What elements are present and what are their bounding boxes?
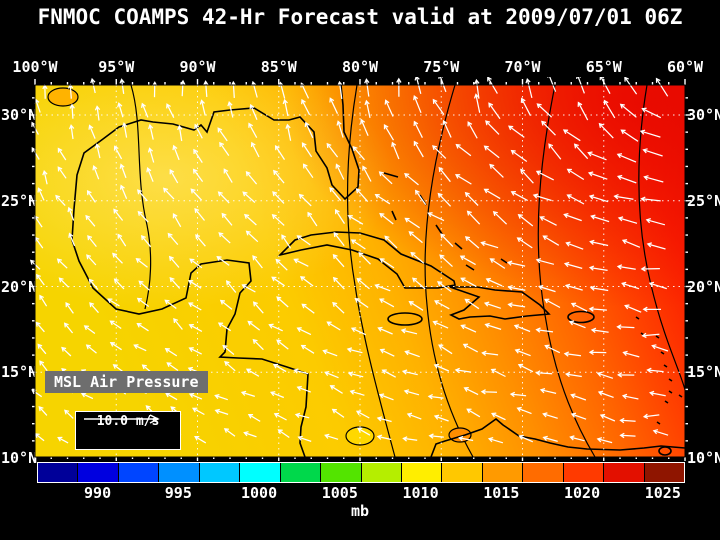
- colorbar-segment: [78, 463, 118, 482]
- map-frame: [34, 84, 686, 458]
- lat-label: 15°N: [1, 363, 38, 382]
- island-puertorico: [567, 310, 595, 324]
- lon-label: 70°W: [504, 58, 541, 76]
- colorbar-tick-label: 1000: [241, 484, 278, 502]
- lon-label: 80°W: [341, 58, 379, 76]
- lat-label: 25°N: [687, 191, 720, 210]
- colorbar-tick-label: 990: [84, 484, 112, 502]
- coast-northamerica-centralamerica: [71, 84, 360, 458]
- page-title: FNMOC COAMPS 42-Hr Forecast valid at 200…: [37, 5, 683, 29]
- wind-vectors: [29, 77, 669, 444]
- field-label: MSL Air Pressure: [45, 371, 208, 393]
- lat-label: 30°N: [687, 106, 720, 124]
- lon-label: 85°W: [260, 58, 297, 76]
- map-root: [29, 77, 691, 461]
- lon-label: 90°W: [179, 58, 216, 76]
- colorbar-segment: [199, 463, 240, 482]
- colorbar-tick-label: 1025: [644, 484, 681, 502]
- islands-lesser-antilles: [635, 316, 683, 425]
- lon-label: 95°W: [98, 58, 135, 76]
- colorbar-segment: [280, 463, 321, 482]
- pressure-colorbar: [37, 462, 685, 483]
- lon-label: 65°W: [585, 58, 622, 76]
- island-cuba: [277, 231, 456, 289]
- colorbar-tick-label: 1005: [321, 484, 358, 502]
- lat-label: 20°N: [687, 277, 720, 296]
- colorbar-segment: [523, 463, 563, 482]
- colorbar-segment: [118, 463, 159, 482]
- wind-scale-legend: 10.0 m/s: [75, 411, 181, 450]
- lat-label: 10°N: [1, 449, 38, 467]
- colorbar-segment: [644, 463, 684, 482]
- map-canvas: MSL Air Pressure 10.0 m/s: [29, 77, 691, 463]
- isobar-contours: [130, 84, 686, 458]
- wind-scale-arrow-icon: [84, 414, 160, 424]
- colorbar-tick-label: 1015: [483, 484, 520, 502]
- lat-label: 15°N: [687, 363, 720, 382]
- island-jamaica: [387, 312, 423, 326]
- colorbar-segment: [38, 463, 78, 482]
- lon-label: 60°W: [666, 58, 704, 76]
- lat-label: 30°N: [1, 106, 38, 124]
- colorbar-segment: [401, 463, 442, 482]
- colorbar-tick-label: 1020: [564, 484, 601, 502]
- colorbar-segment: [321, 463, 361, 482]
- wind-scale-label: 10.0 m/s: [96, 414, 160, 429]
- colorbar-segment: [604, 463, 644, 482]
- lat-label: 10°N: [687, 449, 720, 467]
- colorbar-segment: [563, 463, 604, 482]
- longitude-axis: 100°W 95°W 90°W 85°W 80°W 75°W 70°W 65°W 60°W: [0, 58, 720, 76]
- colorbar-segment: [159, 463, 199, 482]
- lat-label: 20°N: [1, 277, 38, 296]
- colorbar-segment: [361, 463, 401, 482]
- colorbar-segment: [482, 463, 523, 482]
- pressure-map: [29, 77, 691, 461]
- lat-label: 25°N: [1, 191, 38, 210]
- colorbar-tick-label: 1010: [402, 484, 439, 502]
- colorbar-unit: mb: [350, 502, 370, 520]
- lon-label: 75°W: [423, 58, 460, 76]
- colorbar-segment: [442, 463, 482, 482]
- colorbar-tick-label: 995: [164, 484, 192, 502]
- island-trinidad: [658, 446, 672, 456]
- island-hispaniola: [449, 286, 551, 320]
- lon-label: 100°W: [12, 58, 58, 76]
- colorbar-tick-labels: 990 995 1000 1005 1010 1015 1020 1025: [0, 484, 720, 502]
- colorbar-segment: [240, 463, 280, 482]
